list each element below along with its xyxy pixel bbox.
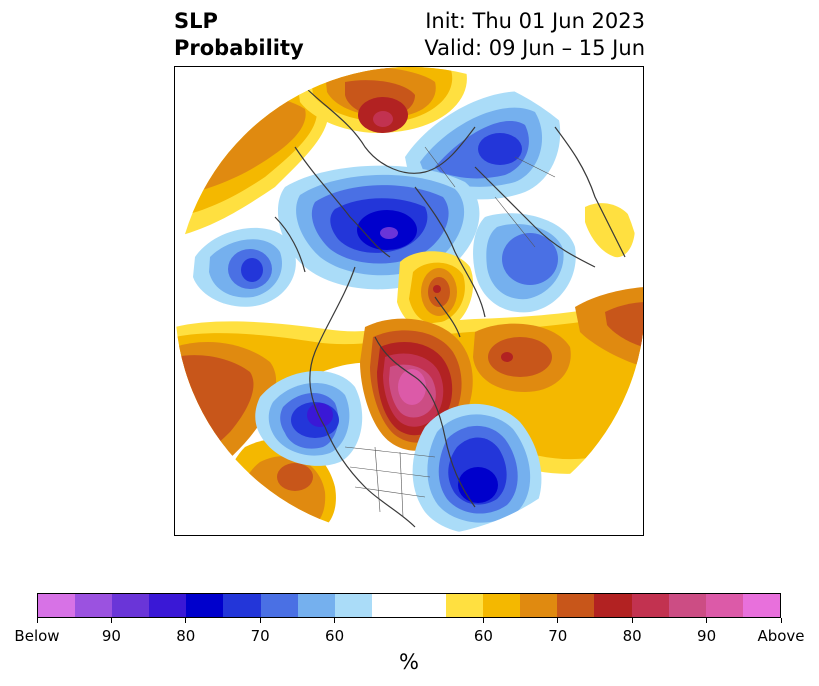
anomaly-asia-below [473, 213, 576, 313]
colorbar-tick-label: 90 [101, 627, 121, 645]
colorbar-segment-Below [38, 594, 76, 617]
colorbar-tick-mark [482, 618, 484, 623]
colorbar-segment-above-80 [631, 594, 669, 617]
map-panel [174, 66, 644, 536]
colorbar-tick-label: 70 [548, 627, 568, 645]
colorbar-segment-neutral [371, 594, 447, 617]
colorbar-segment-below-90 [75, 594, 113, 617]
colorbar-tick-label: 80 [622, 627, 642, 645]
forecast-dates: Init: Thu 01 Jun 2023 Valid: 09 Jun – 15… [424, 8, 645, 62]
colorbar-tick-mark [259, 618, 261, 623]
colorbar-segment-below-55 [334, 594, 372, 617]
colorbar-tick-mark [631, 618, 633, 623]
colorbar-tick-mark [185, 618, 187, 623]
anomaly-azores-above [473, 323, 571, 392]
colorbar-segment-Above [742, 594, 780, 617]
colorbar-segment-below-70 [223, 594, 261, 617]
colorbar-segment-below-80 [149, 594, 187, 617]
valid-range: Valid: 09 Jun – 15 Jun [424, 36, 645, 60]
colorbar-segment-above-65 [520, 594, 558, 617]
colorbar-tick-label: 90 [697, 627, 717, 645]
init-date: Init: Thu 01 Jun 2023 [425, 9, 645, 33]
colorbar-segment-below-85 [112, 594, 150, 617]
probability-map [175, 67, 643, 535]
colorbar-segment-below-75 [186, 594, 224, 617]
colorbar-segment-above-70 [557, 594, 595, 617]
colorbar-tick-label: 70 [250, 627, 270, 645]
anomaly-europe-above [295, 67, 467, 133]
colorbar-tick-label: Above [757, 627, 805, 645]
colorbar-segment-above-85 [668, 594, 706, 617]
colorbar-tick-mark [706, 618, 708, 623]
anomaly-greenland-above [397, 251, 474, 333]
anomaly-mediterranean-above [575, 287, 643, 367]
anomaly-central-asia-above [585, 203, 635, 258]
colorbar-tick-mark [110, 618, 112, 623]
colorbar-tick-mark [334, 618, 336, 623]
colorbar-tick-label: Below [14, 627, 60, 645]
colorbar-segment-above-75 [594, 594, 632, 617]
colorbar-tick-mark [36, 618, 38, 623]
colorbar-segment-above-55 [446, 594, 484, 617]
colorbar-segment-above-90 [705, 594, 743, 617]
colorbar-tick-label: 80 [176, 627, 196, 645]
map-title: SLP Probability [174, 8, 304, 62]
anomaly-gulf-of-alaska-below [255, 370, 363, 466]
colorbar-segment-below-60 [297, 594, 335, 617]
colorbar-segment-below-65 [260, 594, 298, 617]
title-type: Probability [174, 36, 304, 60]
colorbar-tick-label: 60 [325, 627, 345, 645]
colorbar [37, 593, 781, 618]
colorbar-segment-above-60 [483, 594, 521, 617]
coastlines [274, 86, 626, 528]
colorbar-tick-label: 60 [473, 627, 493, 645]
colorbar-units: % [399, 650, 419, 674]
title-variable: SLP [174, 9, 218, 33]
colorbar-tick-mark [780, 618, 782, 623]
colorbar-tick-mark [557, 618, 559, 623]
edge-gap [175, 285, 181, 317]
country-borders [344, 146, 556, 518]
anomaly-pacific-below [193, 227, 296, 307]
